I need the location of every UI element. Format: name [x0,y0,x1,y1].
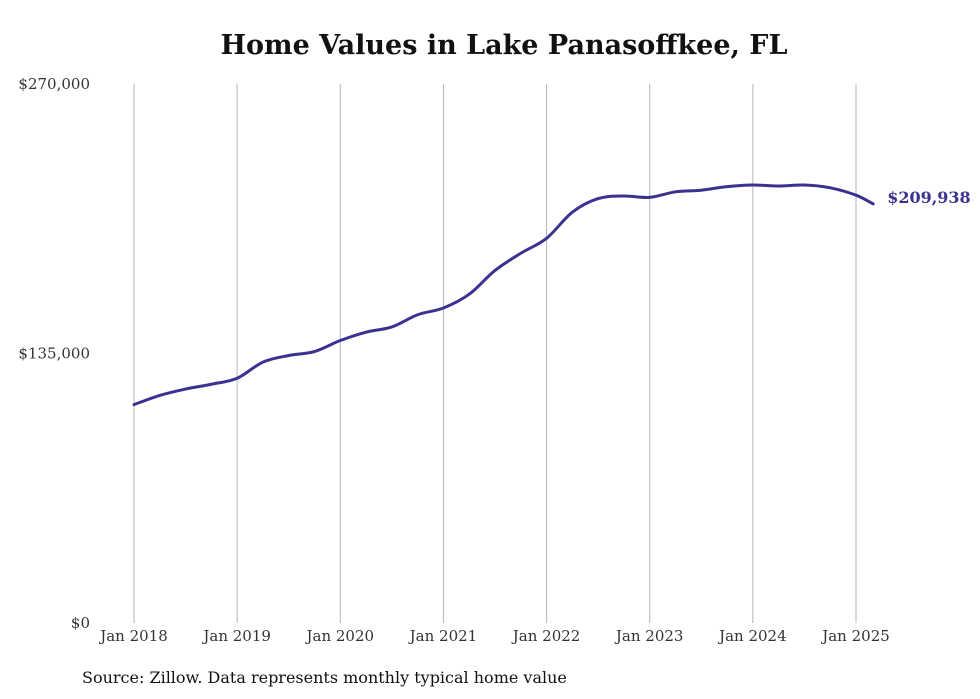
chart-title: Home Values in Lake Panasoffkee, FL [220,30,788,61]
x-tick-label: Jan 2018 [98,627,168,645]
x-tick-label: Jan 2022 [511,627,581,645]
grid-lines [133,84,857,623]
x-tick-label: Jan 2025 [820,627,890,645]
end-value-label: $209,938 [887,188,971,207]
y-tick-label: $135,000 [18,345,90,363]
x-tick-label: Jan 2020 [305,627,375,645]
x-tick-label: Jan 2019 [201,627,271,645]
x-axis-ticks: Jan 2018 Jan 2019 Jan 2020 Jan 2021 Jan 2022… [98,627,890,645]
source-note: Source: Zillow. Data represents monthly … [82,668,567,687]
series-line [132,183,875,407]
y-axis-ticks: $270,000 $135,000 $0 [18,75,90,632]
x-tick-label: Jan 2023 [614,627,684,645]
x-tick-label: Jan 2021 [408,627,478,645]
y-tick-label: $270,000 [18,75,90,93]
series-group: $209,938 [132,183,971,407]
y-tick-label: $0 [71,614,90,632]
x-tick-label: Jan 2024 [717,627,787,645]
